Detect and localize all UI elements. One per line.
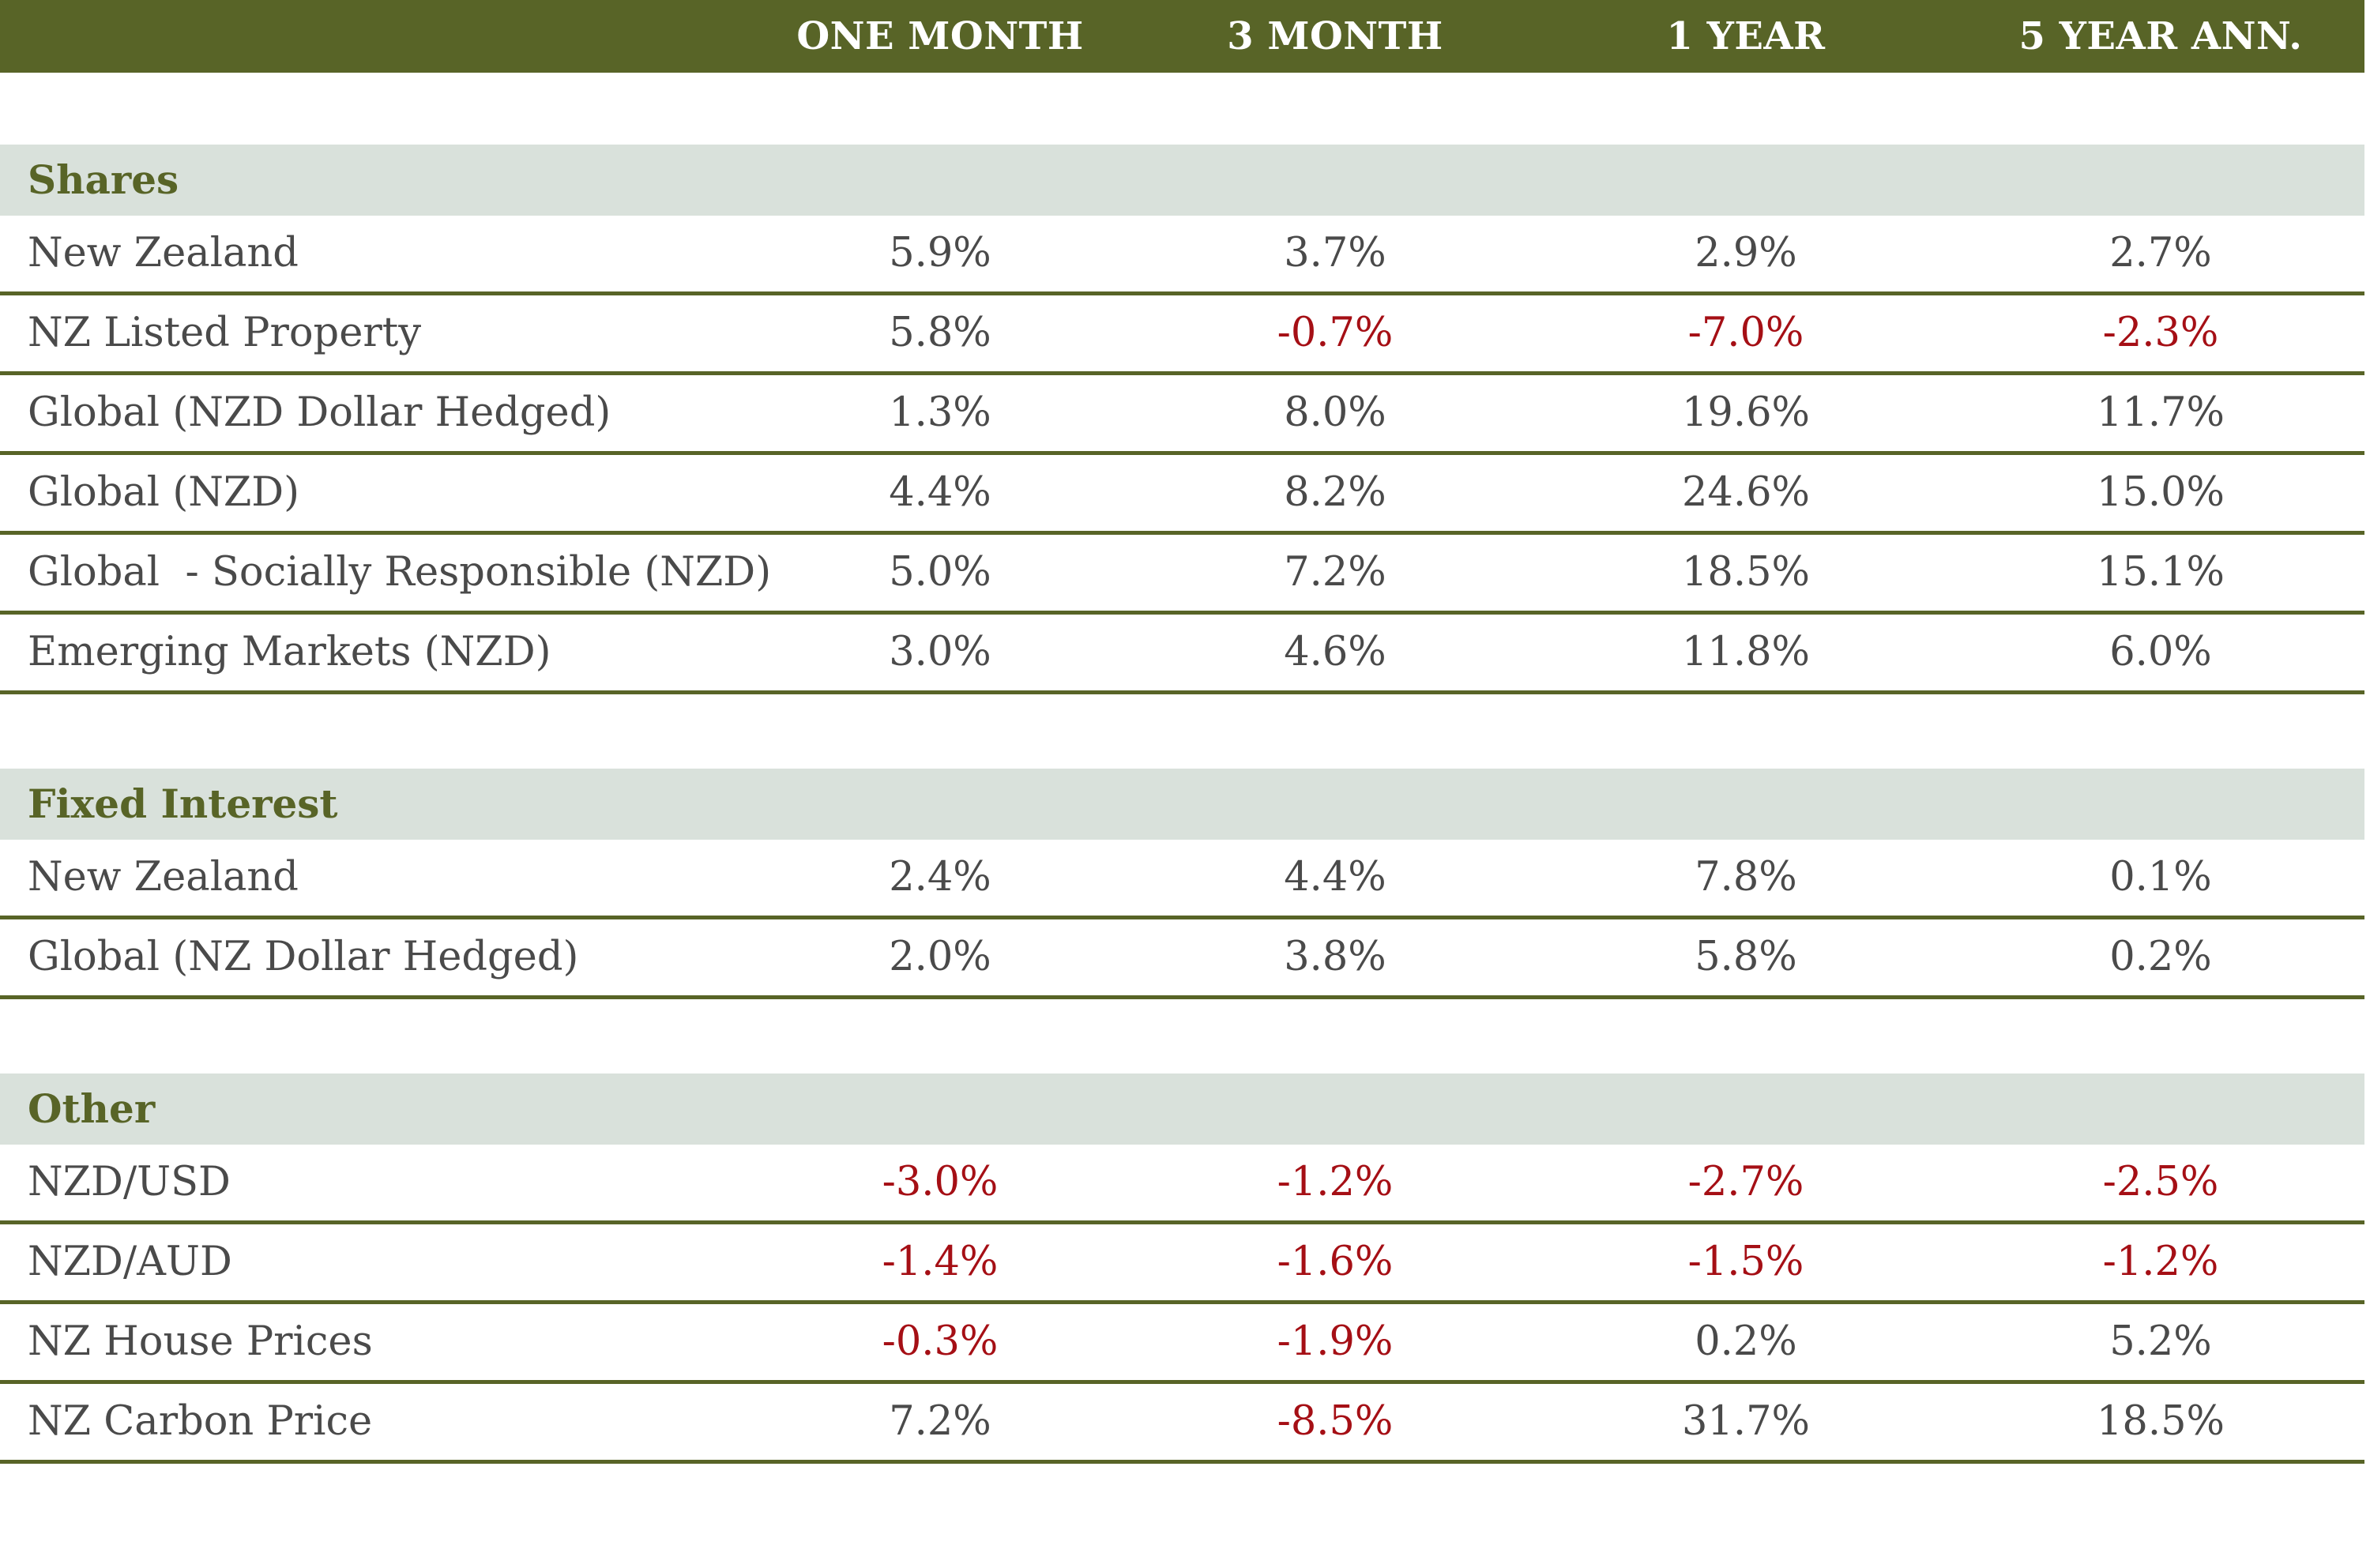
table-row: New Zealand 2.4% 4.4% 7.8% 0.1% [0,840,2364,919]
value-one-month: 5.8% [889,310,991,356]
value-1-year: -7.0% [1687,310,1804,356]
value-1-year: -2.7% [1687,1159,1804,1205]
section-title: Fixed Interest [28,780,338,827]
value-5-year: 0.2% [2109,934,2212,980]
value-one-month: 5.0% [889,549,991,596]
section-header-fixed-interest: Fixed Interest [0,769,2364,840]
value-5-year: 11.7% [2096,389,2225,436]
row-label: NZ House Prices [28,1318,373,1365]
value-1-year: 31.7% [1681,1398,1810,1445]
value-one-month: 2.4% [889,854,991,901]
value-one-month: -3.0% [882,1159,999,1205]
row-label: Emerging Markets (NZD) [28,629,551,675]
column-header-1-year: 1 YEAR [1666,14,1826,58]
value-3-month: -1.9% [1277,1318,1394,1365]
value-5-year: 15.1% [2096,549,2225,596]
value-5-year: 18.5% [2096,1398,2225,1445]
value-one-month: -0.3% [882,1318,999,1365]
table-row: NZD/USD -3.0% -1.2% -2.7% -2.5% [0,1145,2364,1224]
row-label: Global (NZ Dollar Hedged) [28,934,579,980]
table-row: NZ Listed Property 5.8% -0.7% -7.0% -2.3… [0,295,2364,375]
value-1-year: 7.8% [1695,854,1797,901]
row-label: NZD/AUD [28,1239,232,1285]
value-3-month: 4.6% [1284,629,1386,675]
value-one-month: -1.4% [882,1239,999,1285]
value-5-year: -2.3% [2102,310,2219,356]
table-header: ONE MONTH 3 MONTH 1 YEAR 5 YEAR ANN. [0,0,2364,73]
value-1-year: 0.2% [1695,1318,1797,1365]
value-3-month: 8.0% [1284,389,1386,436]
value-3-month: -1.2% [1277,1159,1394,1205]
column-header-5-year-ann: 5 YEAR ANN. [2018,14,2303,58]
value-5-year: 5.2% [2109,1318,2212,1365]
row-label: New Zealand [28,230,299,276]
value-1-year: 11.8% [1681,629,1810,675]
row-label: NZ Listed Property [28,310,422,356]
section-header-other: Other [0,1074,2364,1145]
section-title: Shares [28,156,179,203]
value-one-month: 4.4% [889,469,991,516]
section-header-shares: Shares [0,145,2364,216]
row-label: Global (NZD Dollar Hedged) [28,389,611,436]
row-label: Global - Socially Responsible (NZD) [28,549,772,596]
value-5-year: -1.2% [2102,1239,2219,1285]
value-5-year: 2.7% [2109,230,2212,276]
value-3-month: 3.7% [1284,230,1386,276]
table-row: Global (NZ Dollar Hedged) 2.0% 3.8% 5.8%… [0,919,2364,999]
value-one-month: 1.3% [889,389,991,436]
value-5-year: 6.0% [2109,629,2212,675]
column-header-one-month: ONE MONTH [796,14,1084,58]
value-3-month: 3.8% [1284,934,1386,980]
value-5-year: 0.1% [2109,854,2212,901]
value-3-month: -8.5% [1277,1398,1394,1445]
value-one-month: 3.0% [889,629,991,675]
value-1-year: 5.8% [1695,934,1797,980]
value-1-year: 18.5% [1681,549,1810,596]
row-label: New Zealand [28,854,299,901]
column-header-3-month: 3 MONTH [1227,14,1443,58]
row-label: NZD/USD [28,1159,231,1205]
value-1-year: 24.6% [1681,469,1810,516]
table-row: Emerging Markets (NZD) 3.0% 4.6% 11.8% 6… [0,615,2364,694]
value-5-year: -2.5% [2102,1159,2219,1205]
row-label: Global (NZD) [28,469,300,516]
value-1-year: -1.5% [1687,1239,1804,1285]
value-3-month: -0.7% [1277,310,1394,356]
value-1-year: 19.6% [1681,389,1810,436]
value-3-month: 4.4% [1284,854,1386,901]
table-row: NZD/AUD -1.4% -1.6% -1.5% -1.2% [0,1224,2364,1304]
value-3-month: 8.2% [1284,469,1386,516]
value-3-month: -1.6% [1277,1239,1394,1285]
table-row: New Zealand 5.9% 3.7% 2.9% 2.7% [0,216,2364,295]
table-row: Global (NZD) 4.4% 8.2% 24.6% 15.0% [0,455,2364,535]
value-1-year: 2.9% [1695,230,1797,276]
table-row: NZ House Prices -0.3% -1.9% 0.2% 5.2% [0,1304,2364,1384]
value-one-month: 2.0% [889,934,991,980]
value-3-month: 7.2% [1284,549,1386,596]
table-row: Global (NZD Dollar Hedged) 1.3% 8.0% 19.… [0,375,2364,455]
value-one-month: 7.2% [889,1398,991,1445]
table-row: NZ Carbon Price 7.2% -8.5% 31.7% 18.5% [0,1384,2364,1464]
section-title: Other [28,1085,156,1132]
value-one-month: 5.9% [889,230,991,276]
value-5-year: 15.0% [2096,469,2225,516]
table-row: Global - Socially Responsible (NZD) 5.0%… [0,535,2364,615]
row-label: NZ Carbon Price [28,1398,373,1445]
